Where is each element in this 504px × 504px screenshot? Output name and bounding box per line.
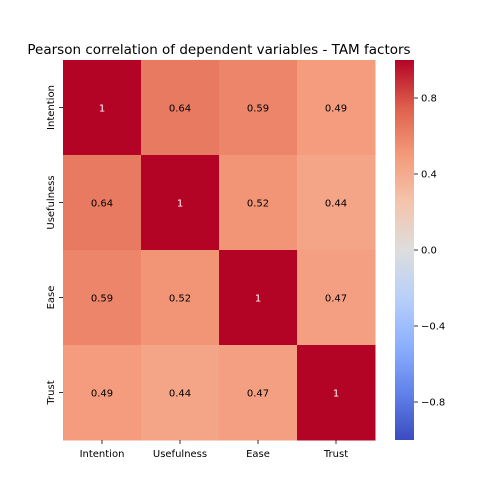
heatmap-cell: [141, 155, 220, 251]
x-axis: Intention Usefulness Ease Trust: [80, 440, 348, 460]
cell-value-label: 0.59: [91, 294, 113, 305]
heatmap-cell: [63, 60, 142, 156]
cell-value-label: 0.49: [91, 389, 113, 400]
heatmap-cell: [297, 250, 376, 346]
heatmap-cell: [63, 345, 142, 441]
heatmap-cell: [219, 60, 298, 156]
heatmap-cell: [63, 155, 142, 251]
heatmap-cell: [141, 60, 220, 156]
heatmap-cell: [219, 345, 298, 441]
heatmap-cell: [297, 155, 376, 251]
colorbar-tick-label: −0.4: [421, 322, 445, 333]
cell-value-label: 1: [255, 294, 261, 305]
heatmap-cell: [141, 250, 220, 346]
cell-value-label: 1: [99, 104, 105, 115]
y-tick-label: Usefulness: [46, 175, 57, 229]
cell-value-label: 0.64: [169, 104, 191, 115]
heatmap-cell: [141, 345, 220, 441]
x-tick-label: Intention: [80, 449, 125, 460]
cell-value-label: 0.47: [325, 294, 347, 305]
y-tick-label: Ease: [46, 286, 57, 310]
colorbar-gradient: [395, 60, 414, 440]
cell-value-label: 0.59: [247, 104, 269, 115]
chart-title: Pearson correlation of dependent variabl…: [27, 42, 410, 58]
cell-value-label: 0.64: [91, 199, 113, 210]
cell-value-label: 1: [333, 389, 339, 400]
cell-value-label: 0.52: [169, 294, 191, 305]
y-tick-label: Intention: [46, 85, 57, 130]
cell-value-label: 0.44: [325, 199, 347, 210]
cell-value-label: 1: [177, 199, 183, 210]
cell-value-label: 0.44: [169, 389, 191, 400]
cell-value-label: 0.49: [325, 104, 347, 115]
x-tick-label: Usefulness: [153, 449, 207, 460]
y-tick-label: Trust: [46, 380, 57, 405]
x-tick-label: Trust: [323, 449, 348, 460]
heatmap-cell: [297, 345, 376, 441]
colorbar-tick-label: 0.0: [421, 246, 437, 257]
colorbar-tick-label: 0.8: [421, 94, 437, 105]
colorbar-tick-label: −0.8: [421, 398, 445, 409]
colorbar-tick-label: 0.4: [421, 170, 437, 181]
heatmap-cell: [63, 250, 142, 346]
colorbar: 0.8 0.4 0.0 −0.4 −0.8: [395, 60, 445, 440]
heatmap-cell: [297, 60, 376, 156]
heatmap-cell: [219, 250, 298, 346]
y-axis: Intention Usefulness Ease Trust: [46, 85, 63, 406]
cell-value-label: 0.52: [247, 199, 269, 210]
heatmap-cells: 1 0.64 0.59 0.49 0.64 1 0.52 0.44 0.59 0.52 1 0.47 0…: [63, 60, 376, 441]
x-tick-label: Ease: [246, 449, 270, 460]
heatmap-cell: [219, 155, 298, 251]
cell-value-label: 0.47: [247, 389, 269, 400]
